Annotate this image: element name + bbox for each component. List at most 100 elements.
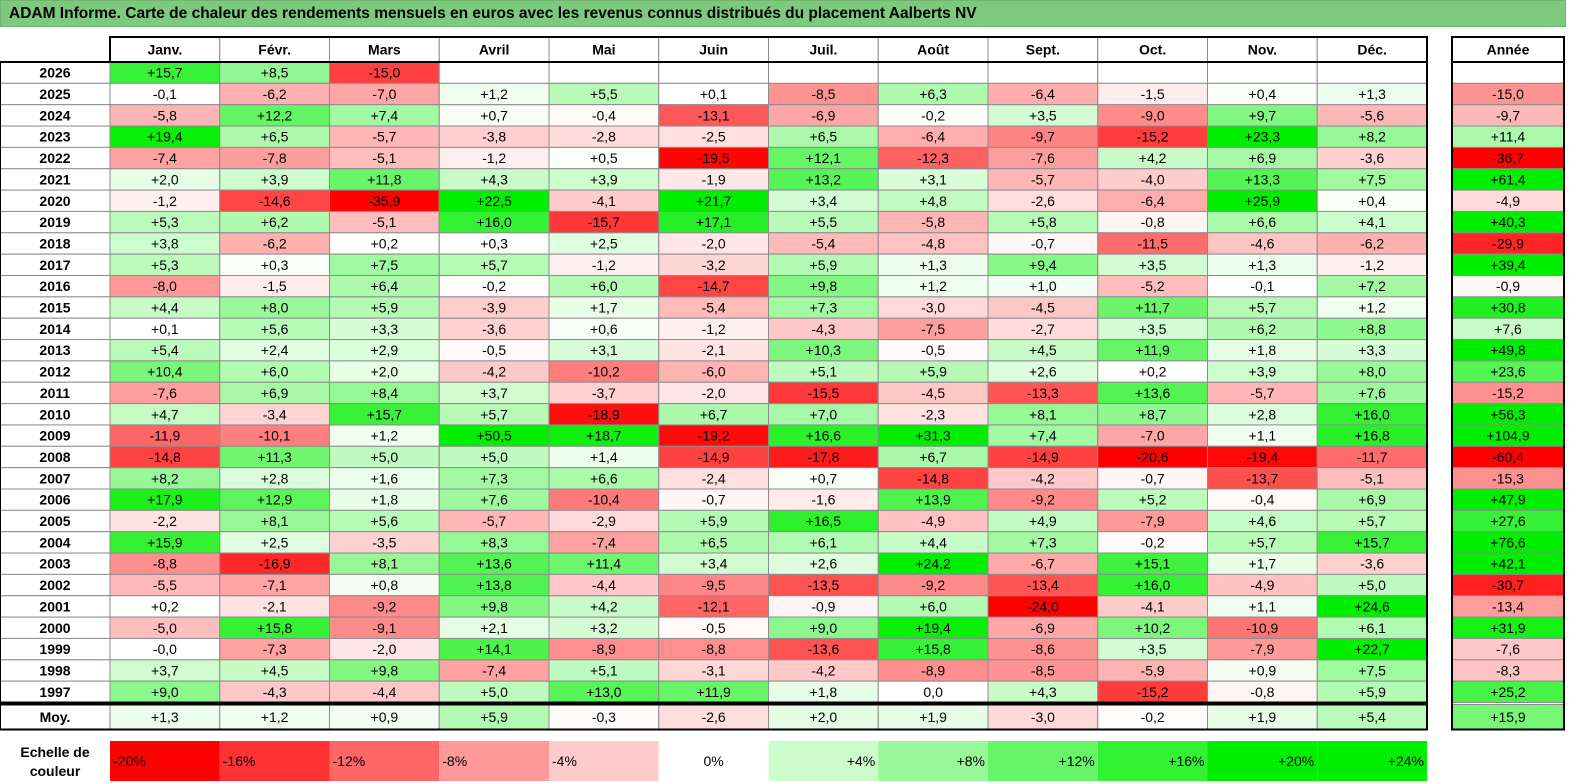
year-header-cell [1451, 36, 1565, 63]
cell-value: +16,0 [476, 214, 512, 230]
cell-value: +5,9 [810, 257, 838, 273]
cell-value: +4,4 [151, 300, 179, 316]
cell-value: +13,9 [915, 492, 951, 508]
annual-value: -30,7 [1492, 577, 1524, 593]
cell-value: -7,4 [482, 662, 506, 678]
cell-value: 0,0 [923, 684, 943, 700]
cell-value: +1,8 [1249, 342, 1277, 358]
cell-value: +13,6 [476, 556, 512, 572]
cell-value: +6,3 [919, 86, 947, 102]
year-label: 2018 [39, 235, 70, 251]
cell-value: +8,7 [1139, 406, 1167, 422]
cell-value: -0,1 [153, 86, 177, 102]
color-scale-label: Echelle de [20, 744, 89, 760]
heatmap-cell [548, 61, 660, 84]
year-label: 2008 [39, 449, 70, 465]
cell-value: +14,1 [476, 641, 512, 657]
year-label: 2009 [39, 428, 70, 444]
cell-value: +0,9 [1249, 662, 1277, 678]
cell-value: +5,7 [480, 257, 508, 273]
cell-value: +5,2 [1139, 492, 1167, 508]
cell-value: -3,6 [482, 321, 506, 337]
average-outline [0, 703, 1428, 731]
cell-value: +6,6 [590, 470, 618, 486]
cell-value: +8,0 [1358, 364, 1386, 380]
cell-value: -2,1 [702, 342, 726, 358]
cell-value: +6,1 [1358, 620, 1386, 636]
cell-value: -14,9 [698, 449, 730, 465]
annual-value: +40,3 [1490, 214, 1526, 230]
cell-value: +17,1 [696, 214, 732, 230]
annual-value: +23,6 [1490, 364, 1526, 380]
cell-value: -9,2 [1031, 492, 1055, 508]
cell-value: -4,6 [1250, 235, 1274, 251]
color-scale-swatch [768, 741, 879, 781]
cell-value: -4,8 [921, 235, 945, 251]
color-scale-step: -4% [552, 753, 577, 769]
cell-value: +3,1 [590, 342, 618, 358]
cell-value: -1,2 [153, 193, 177, 209]
cell-value: +6,4 [371, 278, 399, 294]
cell-value: -4,0 [1141, 171, 1165, 187]
cell-value: -0,4 [1250, 492, 1274, 508]
cell-value: +23,3 [1245, 129, 1281, 145]
heatmap-cell [987, 61, 1099, 84]
cell-value: -5,8 [153, 107, 177, 123]
year-label: 2023 [39, 129, 70, 145]
cell-value: -5,1 [1360, 470, 1384, 486]
cell-value: +0,4 [1249, 86, 1277, 102]
cell-value: -0,7 [702, 492, 726, 508]
cell-value: -3,1 [702, 662, 726, 678]
cell-value: -0,8 [1250, 684, 1274, 700]
cell-value: +5,3 [151, 214, 179, 230]
color-scale-step: +4% [847, 753, 875, 769]
average-value: -0,3 [592, 709, 616, 725]
average-value: +5,4 [1358, 709, 1386, 725]
cell-value: -3,6 [1360, 150, 1384, 166]
cell-value: -1,2 [1360, 257, 1384, 273]
annual-value: -29,9 [1492, 235, 1524, 251]
cell-value: +5,6 [261, 321, 289, 337]
cell-value: -15,7 [588, 214, 620, 230]
year-label: 2017 [39, 257, 70, 273]
cell-value: -20,6 [1137, 449, 1169, 465]
annual-value: -60,4 [1492, 449, 1524, 465]
annual-value: +39,4 [1490, 257, 1526, 273]
cell-value: -8,5 [1031, 662, 1055, 678]
cell-value: -5,7 [482, 513, 506, 529]
cell-value: -5,7 [372, 129, 396, 145]
average-value: -0,2 [1141, 709, 1165, 725]
cell-value: -1,6 [811, 492, 835, 508]
cell-value: -3,5 [372, 534, 396, 550]
cell-value: +6,0 [261, 364, 289, 380]
cell-value: +0,1 [151, 321, 179, 337]
cell-value: -4,2 [811, 662, 835, 678]
cell-value: +7,3 [480, 470, 508, 486]
annual-value: +56,3 [1490, 406, 1526, 422]
month-header: Mars [368, 42, 401, 58]
cell-value: +7,4 [1029, 428, 1057, 444]
cell-value: -0,5 [702, 620, 726, 636]
cell-value: +5,1 [590, 662, 618, 678]
year-label: 2010 [39, 406, 70, 422]
heatmap-cell [1316, 61, 1428, 84]
cell-value: +0,4 [1358, 193, 1386, 209]
cell-value: +6,5 [261, 129, 289, 145]
cell-value: +11,4 [587, 556, 622, 572]
cell-value: +13,3 [1245, 171, 1281, 187]
cell-value: +5,1 [810, 364, 838, 380]
cell-value: -5,1 [372, 150, 396, 166]
cell-value: +6,6 [1249, 214, 1277, 230]
cell-value: +13,2 [806, 171, 842, 187]
color-scale-swatch [988, 741, 1098, 781]
cell-value: +2,5 [261, 534, 289, 550]
cell-value: +8,0 [261, 300, 289, 316]
cell-value: -7,6 [153, 385, 177, 401]
average-value: +1,9 [919, 709, 947, 725]
cell-value: +5,0 [480, 449, 508, 465]
cell-value: +0,3 [261, 257, 289, 273]
cell-value: +2,6 [1029, 364, 1057, 380]
cell-value: -9,7 [1031, 129, 1055, 145]
cell-value: +8,1 [1029, 406, 1057, 422]
cell-value: +6,2 [1249, 321, 1277, 337]
